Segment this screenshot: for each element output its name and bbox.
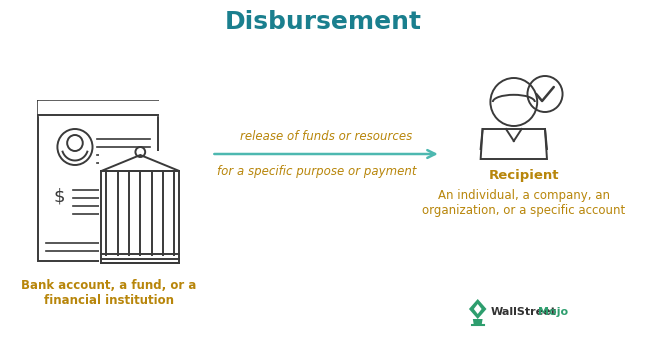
- Text: Bank account, a fund, or a
financial institution: Bank account, a fund, or a financial ins…: [21, 279, 196, 307]
- Text: WallStreet: WallStreet: [491, 307, 556, 317]
- Text: Disbursement: Disbursement: [225, 10, 422, 34]
- Text: $: $: [54, 187, 65, 205]
- Polygon shape: [99, 151, 181, 263]
- Text: Recipient: Recipient: [488, 169, 559, 182]
- Text: for a specific purpose or payment: for a specific purpose or payment: [217, 165, 416, 179]
- Polygon shape: [469, 299, 487, 319]
- Text: release of funds or resources: release of funds or resources: [240, 129, 412, 142]
- Text: Mojo: Mojo: [538, 307, 569, 317]
- Text: An individual, a company, an
organization, or a specific account: An individual, a company, an organizatio…: [422, 189, 625, 217]
- Polygon shape: [473, 319, 483, 325]
- Polygon shape: [474, 304, 482, 314]
